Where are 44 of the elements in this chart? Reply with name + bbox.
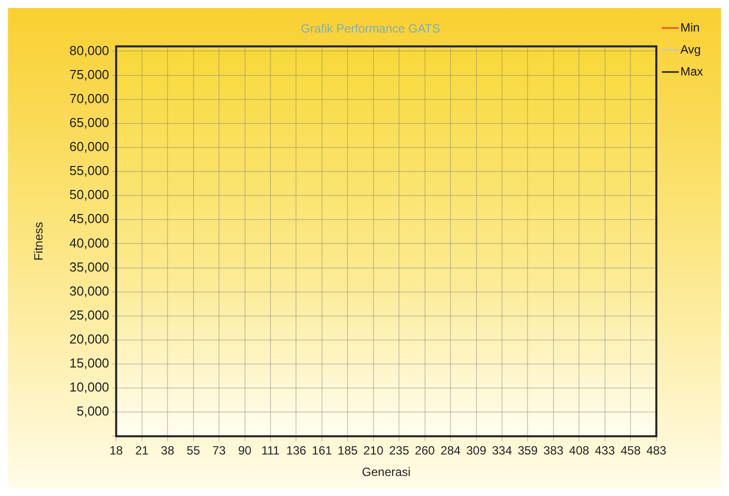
y-tick-label: 45,000 (69, 211, 110, 226)
x-tick-label: 55 (186, 444, 200, 458)
x-tick-label: 260 (414, 444, 436, 458)
x-tick-label: 458 (620, 444, 641, 458)
y-tick-label: 65,000 (69, 114, 110, 130)
y-tick-label: 50,000 (69, 187, 110, 202)
y-tick-label: 10,000 (69, 380, 110, 395)
y-tick-label: 15,000 (69, 356, 110, 371)
x-tick-label: 185 (338, 444, 358, 458)
x-tick-label: 359 (518, 444, 538, 458)
y-tick-label: 55,000 (69, 163, 110, 178)
x-tick-label: 18 (109, 444, 124, 458)
y-tick-label: 25,000 (69, 307, 110, 322)
y-tick-label: 20,000 (69, 332, 110, 347)
y-tick-label: 30,000 (69, 283, 110, 298)
x-tick-label: 334 (492, 444, 512, 458)
y-axis-title: Fitness (32, 222, 46, 261)
x-tick-label: 161 (312, 444, 332, 458)
y-tick-label: 70,000 (69, 90, 110, 106)
x-tick-label: 136 (286, 444, 307, 458)
y-tick-label: 80,000 (69, 42, 110, 58)
x-tick-label: 111 (261, 444, 280, 458)
legend-label: Max (680, 64, 703, 78)
y-tick-label: 35,000 (69, 259, 110, 274)
x-tick-label: 73 (212, 444, 226, 458)
legend-label: Avg (680, 42, 701, 56)
x-tick-label: 21 (135, 444, 149, 458)
y-tick-label: 40,000 (69, 235, 110, 250)
chart-title: Grafik Performance GATS (300, 22, 440, 36)
legend-label: Min (680, 20, 700, 34)
x-tick-label: 483 (646, 444, 667, 458)
x-tick-label: 408 (569, 444, 590, 458)
x-tick-label: 433 (594, 444, 616, 458)
x-axis-title: Generasi (362, 465, 411, 480)
x-tick-label: 38 (160, 444, 175, 458)
y-tick-label: 75,000 (69, 66, 110, 82)
x-tick-label: 235 (389, 444, 410, 458)
x-tick-label: 90 (238, 444, 252, 458)
y-tick-label: 5,000 (76, 404, 110, 419)
x-tick-label: 284 (440, 444, 461, 458)
x-tick-label: 309 (466, 444, 487, 458)
x-tick-label: 210 (363, 444, 384, 458)
x-tick-label: 383 (543, 444, 564, 458)
y-tick-label: 60,000 (69, 139, 110, 154)
